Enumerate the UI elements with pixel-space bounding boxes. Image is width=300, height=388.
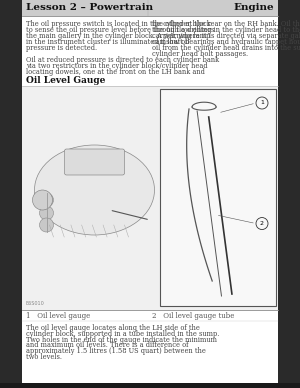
Text: in the instrument cluster is illuminated if low oil: in the instrument cluster is illuminated… — [26, 38, 189, 46]
Text: Engine: Engine — [233, 3, 274, 12]
Bar — [278, 0, 300, 388]
Bar — [22, 0, 278, 16]
Text: cylinder head bolt passages.: cylinder head bolt passages. — [152, 50, 248, 58]
Text: via two restrictors in the cylinder block/cylinder head: via two restrictors in the cylinder bloc… — [26, 62, 208, 70]
Text: 1: 1 — [260, 100, 264, 106]
Text: oil from the cylinder head drains into the sump via the: oil from the cylinder head drains into t… — [152, 44, 300, 52]
Bar — [160, 89, 276, 306]
Bar — [22, 16, 278, 383]
Ellipse shape — [34, 145, 154, 235]
Circle shape — [256, 97, 268, 109]
Circle shape — [40, 218, 53, 232]
Text: Oil Level Gauge: Oil Level Gauge — [26, 76, 105, 85]
Circle shape — [32, 190, 52, 210]
Circle shape — [40, 206, 53, 220]
Text: cylinder block, supported in a tube installed in the sump.: cylinder block, supported in a tube inst… — [26, 330, 219, 338]
Text: to sense the oil pressure level before the oil flow enters: to sense the oil pressure level before t… — [26, 26, 214, 34]
Text: the main gallery in the cylinder block. A warning lamp: the main gallery in the cylinder block. … — [26, 32, 210, 40]
Text: two levels.: two levels. — [26, 353, 62, 361]
Text: approximately 1.5 litres (1.58 US quart) between the: approximately 1.5 litres (1.58 US quart)… — [26, 347, 206, 355]
FancyBboxPatch shape — [64, 149, 124, 175]
Text: Lesson 2 – Powertrain: Lesson 2 – Powertrain — [26, 3, 153, 12]
Bar — [22, 86, 278, 310]
Text: 2   Oil level gauge tube: 2 Oil level gauge tube — [152, 312, 234, 320]
Text: Two holes in the end of the gauge indicate the minimum: Two holes in the end of the gauge indica… — [26, 336, 217, 344]
Text: camshaft bearings and hydraulic tappet housings. Return: camshaft bearings and hydraulic tappet h… — [152, 38, 300, 46]
Text: Oil at reduced pressure is directed to each cylinder bank: Oil at reduced pressure is directed to e… — [26, 56, 219, 64]
Text: The oil pressure switch is located in the cylinder block: The oil pressure switch is located in th… — [26, 20, 211, 28]
Bar — [0, 383, 300, 388]
Text: 1   Oil level gauge: 1 Oil level gauge — [26, 312, 90, 320]
Text: E6S010: E6S010 — [26, 301, 45, 306]
Text: pressure is detected.: pressure is detected. — [26, 44, 97, 52]
Text: 2: 2 — [260, 221, 264, 226]
Circle shape — [40, 193, 53, 207]
Text: through a drilling in the cylinder head to the camshaft: through a drilling in the cylinder head … — [152, 26, 300, 34]
Text: locating dowels, one at the front on the LH bank and: locating dowels, one at the front on the… — [26, 68, 205, 76]
Text: The oil level gauge locates along the LH side of the: The oil level gauge locates along the LH… — [26, 324, 200, 332]
Circle shape — [256, 218, 268, 230]
Text: and maximum oil levels. There is a difference of: and maximum oil levels. There is a diffe… — [26, 341, 188, 350]
Text: carrier, where it is directed via separate galleries to the: carrier, where it is directed via separa… — [152, 32, 300, 40]
Bar — [0, 0, 22, 388]
Text: the other at the rear on the RH bank. Oil then passes: the other at the rear on the RH bank. Oi… — [152, 20, 300, 28]
